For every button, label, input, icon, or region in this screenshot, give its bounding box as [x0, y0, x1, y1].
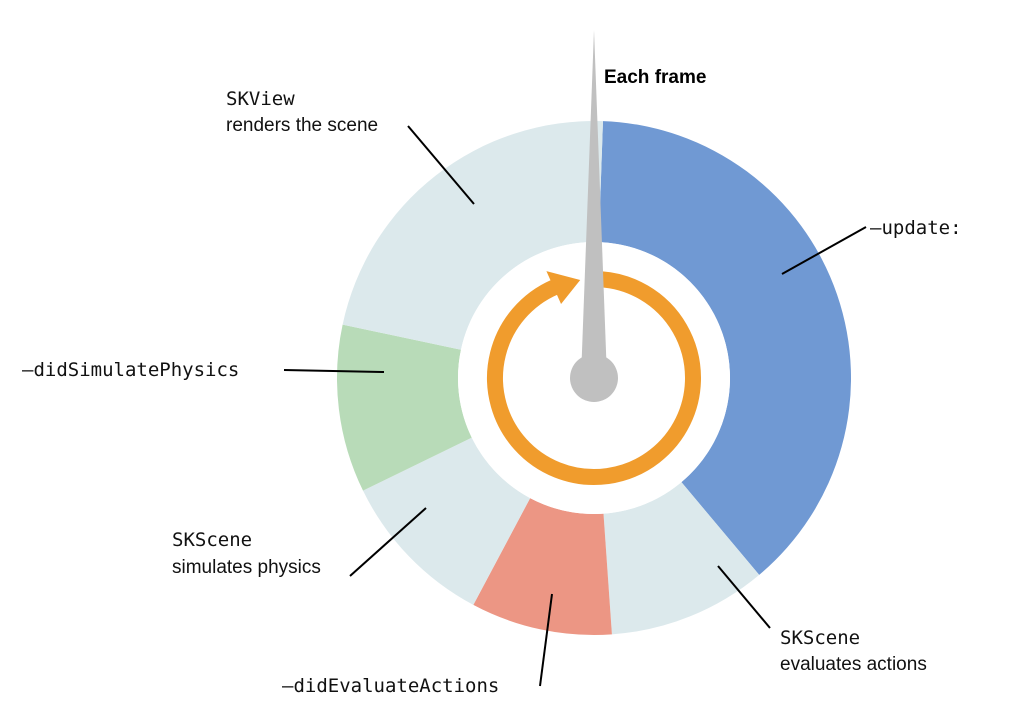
ring-segment-did-evaluate-actions [473, 498, 612, 635]
label-skview: SKView [226, 88, 295, 110]
label-did-evaluate-actions: –didEvaluateActions [282, 675, 499, 697]
ring-segment-did-simulate-physics [337, 324, 472, 491]
title-each-frame: Each frame [604, 67, 706, 88]
ring-segment-update [598, 121, 851, 575]
leader-did-evaluate-actions [539, 593, 553, 687]
clock-hand-pivot [570, 354, 618, 402]
ring-segment-renders [342, 120, 603, 350]
leader-renders-scene [407, 125, 475, 205]
loop-arrow-head [546, 271, 581, 305]
ring-segment-simulates-physics [363, 437, 531, 605]
label-renders-scene: renders the scene [226, 115, 378, 136]
clock-hand [581, 30, 607, 378]
label-did-simulate-physics: –didSimulatePhysics [22, 359, 239, 381]
leader-did-simulate-physics [283, 369, 385, 373]
label-skscene-actions: SKScene [780, 627, 860, 649]
label-simulates-physics: simulates physics [172, 557, 321, 578]
loop-arrow [487, 271, 701, 485]
label-skscene-physics: SKScene [172, 529, 252, 551]
label-evaluates-actions: evaluates actions [780, 654, 927, 675]
label-update: –update: [870, 217, 962, 239]
ring-segment-evaluates-actions [603, 482, 760, 635]
frame-ring [337, 120, 851, 635]
leader-evaluates-actions [717, 565, 771, 629]
leader-update [781, 226, 867, 275]
leader-simulates-physics [349, 507, 427, 577]
